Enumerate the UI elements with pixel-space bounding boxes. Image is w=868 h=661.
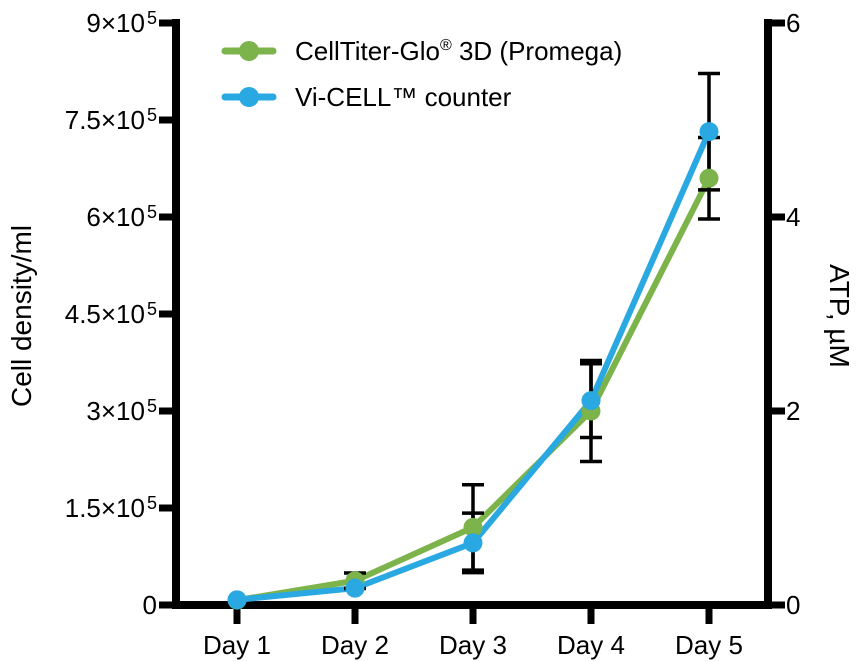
data-point-series-1	[699, 122, 719, 142]
left-axis-tick-label: 6×10 5	[86, 202, 157, 232]
data-point-series-1	[581, 391, 601, 411]
legend-entry-label: CellTiter-Glo® 3D (Promega)	[295, 36, 623, 66]
left-axis-tick-label: 1.5×10 5	[64, 493, 157, 523]
x-axis-tick-label: Day 1	[203, 630, 271, 660]
right-axis-tick-label: 0	[786, 590, 801, 620]
left-axis-title: Cell density/ml	[6, 224, 37, 408]
x-axis-tick-label: Day 2	[321, 630, 389, 660]
right-axis-tick-label: 2	[786, 396, 801, 426]
data-point-series-1	[345, 578, 365, 598]
legend-entry-label: Vi-CELL™ counter	[295, 82, 512, 112]
right-axis-tick-label: 4	[786, 202, 801, 232]
legend-swatch-dot	[239, 41, 259, 61]
legend-swatch-dot	[239, 87, 259, 107]
data-point-series-1	[227, 590, 247, 610]
left-axis-tick-label: 7.5×10 5	[64, 105, 157, 135]
data-point-series-0	[699, 168, 719, 188]
left-axis-tick-label: 3×10 5	[86, 396, 157, 426]
right-axis-tick-label: 6	[786, 8, 801, 38]
x-axis-tick-label: Day 5	[675, 630, 743, 660]
x-axis-tick-label: Day 4	[557, 630, 625, 660]
left-axis-tick-label: 9×10 5	[86, 8, 157, 38]
left-axis-tick-label: 4.5×10 5	[64, 299, 157, 329]
data-point-series-0	[463, 517, 483, 537]
left-axis-tick-label: 0	[142, 590, 157, 620]
right-axis-title: ATP, µM	[824, 264, 855, 368]
x-axis-tick-label: Day 3	[439, 630, 507, 660]
data-point-series-1	[463, 533, 483, 553]
